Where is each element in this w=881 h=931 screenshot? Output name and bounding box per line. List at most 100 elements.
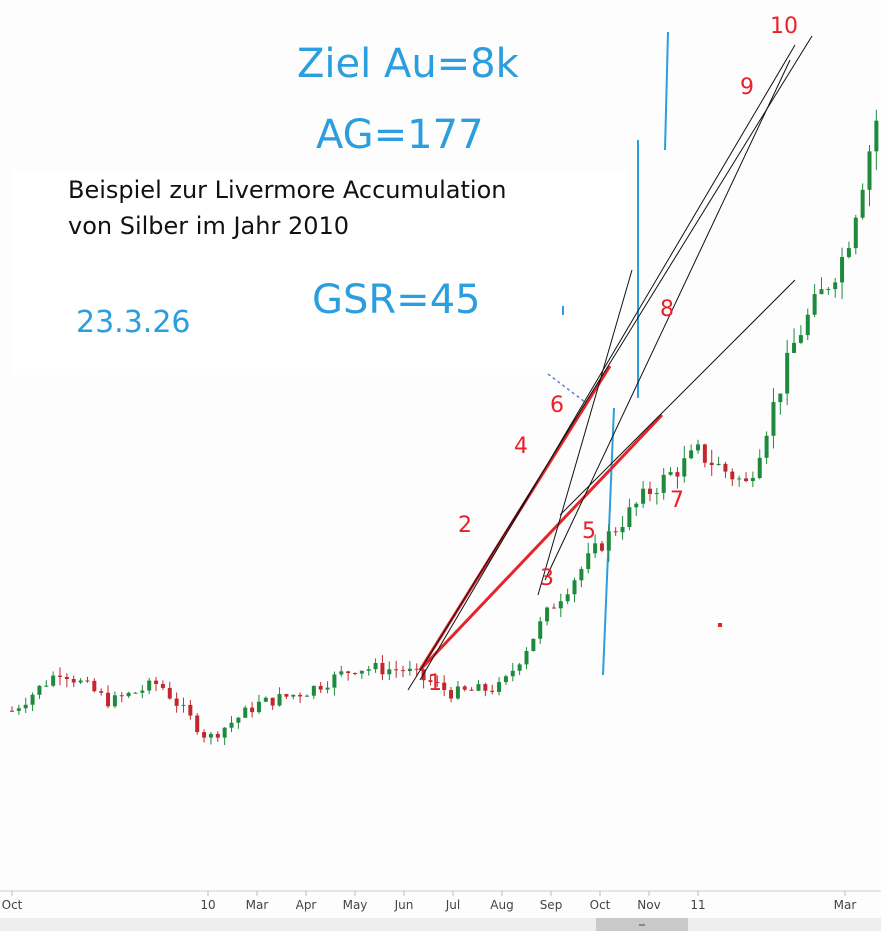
candle-body: [764, 435, 769, 458]
candle-body: [353, 673, 357, 675]
candle-body: [291, 694, 296, 697]
x-tick-label: Mar: [246, 898, 269, 912]
candle-body: [620, 527, 625, 533]
candle-body: [270, 697, 275, 706]
candle-body: [339, 671, 344, 675]
trend-lines: [407, 35, 813, 691]
candle-body: [833, 282, 838, 290]
candle-body: [181, 704, 186, 706]
candle-body: [634, 503, 639, 508]
candle-body: [682, 458, 687, 477]
candle-body: [716, 463, 721, 466]
candle-body: [154, 680, 159, 685]
candle-body: [414, 668, 419, 670]
wave-label-5: 5: [582, 519, 596, 544]
caption-panel: [12, 170, 630, 375]
candle-body: [483, 684, 488, 691]
red-dot: [718, 623, 722, 627]
candle-body: [188, 704, 193, 716]
candle-body: [771, 402, 776, 436]
candle-body: [325, 687, 330, 690]
candle-body: [586, 553, 591, 570]
candle-body: [215, 733, 220, 738]
candle-body: [826, 289, 831, 291]
candle-body: [10, 710, 14, 712]
candle-body: [167, 687, 172, 699]
gsr-text: GSR=45: [312, 277, 481, 323]
candle-body: [661, 474, 666, 493]
candle-body: [298, 694, 303, 697]
x-tick-label: Oct: [590, 898, 611, 912]
candle-body: [160, 684, 165, 688]
candle-body: [442, 682, 447, 691]
candle-body: [702, 444, 707, 463]
candle-body: [37, 685, 42, 695]
candle-body: [675, 472, 680, 477]
candle-body: [407, 668, 412, 672]
x-tick-label: Sep: [540, 898, 563, 912]
candle-body: [99, 691, 104, 693]
candle-body: [449, 690, 454, 699]
candle-body: [840, 257, 845, 283]
candle-body: [757, 457, 762, 478]
candle-body: [874, 120, 879, 152]
x-tick-label: Nov: [637, 898, 660, 912]
wave-label-6: 6: [550, 393, 564, 418]
candle-body: [229, 722, 234, 728]
black-trend-line: [537, 269, 633, 596]
candles: [10, 109, 879, 745]
candle-body: [277, 694, 282, 706]
candle-body: [16, 708, 21, 711]
candle-body: [867, 151, 872, 190]
candle-body: [222, 727, 227, 738]
candle-body: [737, 478, 742, 480]
candle-body: [785, 352, 790, 394]
candle-body: [469, 689, 474, 691]
candle-body: [627, 507, 632, 528]
candle-body: [394, 669, 399, 671]
candle-body: [147, 680, 152, 691]
candle-body: [380, 662, 385, 675]
candle-body: [599, 543, 604, 551]
candle-body: [730, 471, 735, 480]
caption-line-2: von Silber im Jahr 2010: [68, 212, 349, 240]
candle-body: [689, 450, 694, 459]
candle-body: [744, 478, 749, 482]
wave-label-8: 8: [660, 297, 674, 322]
candle-body: [792, 342, 797, 353]
wave-label-2: 2: [458, 513, 472, 538]
candle-body: [805, 314, 810, 336]
candle-body: [195, 715, 200, 733]
candle-body: [545, 607, 550, 622]
candle-body: [531, 638, 536, 651]
target-gold-text: Ziel Au=8k: [297, 41, 520, 87]
caption-line-1: Beispiel zur Livermore Accumulation: [68, 176, 506, 204]
candle-body: [263, 697, 268, 702]
black-trend-line: [419, 44, 796, 681]
wave-label-4: 4: [514, 434, 528, 459]
wave-labels: 1 2 3 4 5 6 7 8 9 10: [428, 14, 798, 696]
candle-body: [853, 217, 858, 249]
candle-body: [284, 694, 289, 697]
candle-body: [668, 472, 673, 475]
candle-body: [462, 686, 467, 690]
date-text: 23.3.26: [76, 305, 191, 340]
candle-body: [71, 678, 76, 683]
candle-body: [860, 189, 865, 218]
scrollbar-track[interactable]: [0, 918, 881, 931]
candle-body: [497, 682, 502, 692]
candle-body: [23, 704, 28, 709]
candle-body: [58, 675, 63, 677]
candle-body: [92, 680, 97, 692]
candle-body: [359, 670, 364, 674]
candle-body: [208, 733, 213, 738]
candle-body: [846, 248, 851, 258]
candle-body: [44, 685, 49, 687]
candle-body: [798, 335, 803, 343]
candle-body: [250, 707, 255, 713]
candle-body: [373, 662, 378, 670]
x-tick-label: Mar: [834, 898, 857, 912]
x-axis-ticks: Oct10MarAprMayJunJulAugSepOctNov11MarApr…: [2, 891, 857, 912]
candle-body: [304, 695, 309, 697]
